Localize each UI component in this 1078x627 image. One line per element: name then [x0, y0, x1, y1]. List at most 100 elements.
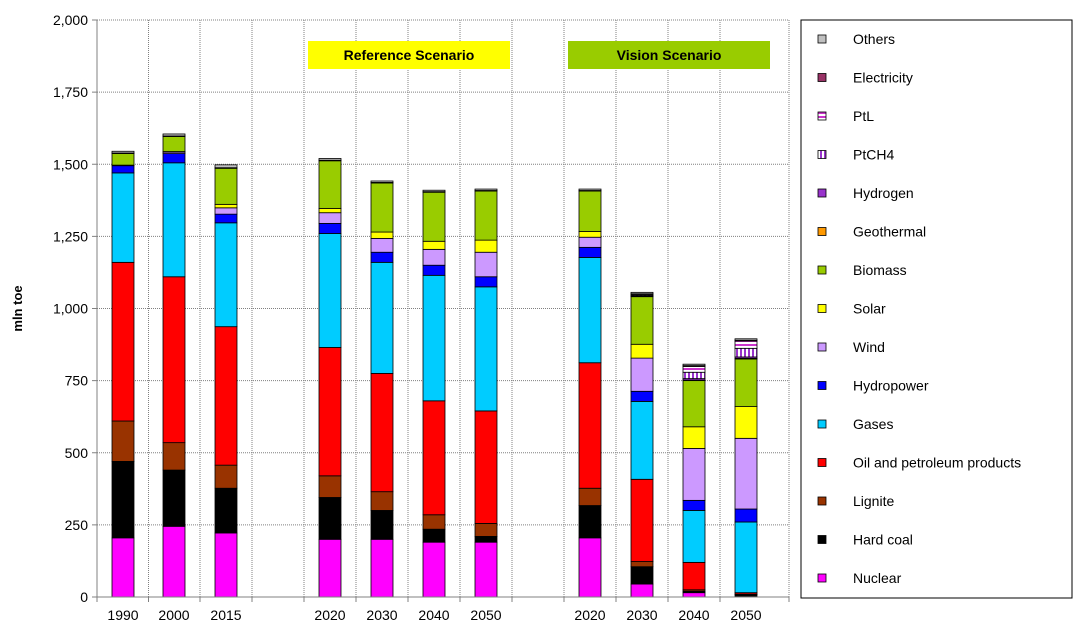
bar-segment-gases [422, 274, 446, 402]
bar-segment-oil-and-petroleum-products [474, 410, 498, 524]
legend-label: Geothermal [853, 224, 926, 240]
bar-segment-nuclear [630, 583, 654, 598]
bar-segment-biomass [370, 182, 394, 233]
bar-segment-wind [318, 212, 342, 224]
legend-swatch [817, 573, 827, 583]
bar-segment-wind [474, 251, 498, 278]
bar-segment-hard-coal [162, 469, 186, 527]
bar-segment-hydropower [318, 222, 342, 234]
legend-label: Gases [853, 416, 893, 432]
bar-segment-others [422, 189, 446, 193]
legend-label: Hydrogen [853, 185, 914, 201]
axis-labels: 0 250 500 750 1,000 1,250 1,500 1,750 2,000 1990 2… [10, 12, 762, 623]
bar-segment-ptl [682, 366, 706, 373]
x-tick-label: 2050 [730, 607, 761, 623]
x-tick-label: 2000 [158, 607, 189, 623]
bar-segment-solar [370, 231, 394, 239]
bar-segment-biomass [578, 190, 602, 232]
x-tick-label: 2050 [470, 607, 501, 623]
bar-segment-biomass [474, 190, 498, 241]
legend-label: Others [853, 31, 895, 47]
bar-segment-lignite [422, 514, 446, 530]
bar-segment-biomass [111, 153, 135, 166]
bar-segment-solar [214, 203, 238, 209]
bar-segment-solar [630, 343, 654, 359]
y-tick-label: 500 [65, 445, 89, 461]
bar-segment-others [318, 158, 342, 161]
bar-segment-wind [578, 236, 602, 248]
bar-segment-gases [162, 162, 186, 278]
bar-segment-gases [370, 261, 394, 374]
bar-segment-lignite [214, 464, 238, 489]
bar-segment-gases [630, 400, 654, 480]
bar-segment-lignite [111, 420, 135, 462]
y-tick-label: 250 [65, 517, 89, 533]
bar-segment-nuclear [422, 541, 446, 598]
bar-segment-nuclear [162, 525, 186, 598]
bar-segment-solar [474, 239, 498, 253]
bar-segment-hydropower [734, 508, 758, 523]
bar-segment-solar [318, 207, 342, 214]
bar-segment-gases [318, 233, 342, 348]
bar-segment-oil-and-petroleum-products [162, 276, 186, 444]
bar-segment-lignite [370, 491, 394, 511]
legend-swatch [817, 342, 827, 352]
legend-label: Nuclear [853, 570, 902, 586]
legend-swatch [817, 381, 827, 390]
bar-segment-others [111, 150, 135, 154]
bar-segment-solar [734, 406, 758, 439]
x-tick-label: 2015 [210, 607, 241, 623]
x-tick-label: 2030 [626, 607, 657, 623]
plot-area: Reference Scenario Vision Scenario [92, 19, 790, 602]
legend-label: Wind [853, 339, 885, 355]
bar-segment-biomass [734, 358, 758, 407]
x-tick-label: 2020 [314, 607, 345, 623]
legend-label: PtL [853, 108, 874, 124]
bar-segment-biomass [682, 380, 706, 428]
bar-segment-biomass [318, 160, 342, 209]
legend-swatch [817, 73, 827, 82]
bar-segment-others [682, 363, 706, 367]
legend-swatch [817, 111, 827, 121]
legend-label: PtCH4 [853, 147, 894, 163]
legend-label: Electricity [853, 70, 913, 86]
bar-segment-nuclear [370, 538, 394, 598]
legend-swatch [817, 304, 827, 313]
bar-segment-ptch4 [682, 371, 706, 380]
legend-swatch [817, 458, 827, 467]
bar-segment-hard-coal [111, 461, 135, 539]
legend-swatch [817, 34, 827, 44]
bar-segment-wind [422, 248, 446, 266]
bar-segment-wind [370, 237, 394, 253]
legend-swatch [817, 265, 827, 275]
legend-swatch [817, 150, 827, 159]
bar-segment-others [474, 188, 498, 191]
legend-swatch [817, 227, 827, 236]
scenario-label: Vision Scenario [617, 47, 722, 63]
scenario-label-box [568, 41, 770, 69]
bar-segment-others [578, 188, 602, 191]
bar-segment-lignite [474, 523, 498, 537]
legend-label: Oil and petroleum products [853, 455, 1021, 471]
y-axis-title: mln toe [10, 285, 25, 331]
bar-segment-oil-and-petroleum-products [422, 400, 446, 516]
bar-segment-ptl [734, 340, 758, 349]
x-tick-label: 2020 [574, 607, 605, 623]
bar-segment-oil-and-petroleum-products [370, 373, 394, 493]
bar-segment-hydropower [111, 165, 135, 174]
bar-segment-solar [682, 426, 706, 449]
x-tick-label: 1990 [107, 607, 138, 623]
bar-segment-gases [111, 172, 135, 263]
bar-segment-ptch4 [734, 347, 758, 358]
legend-box [800, 19, 1073, 599]
legend-label: Hard coal [853, 532, 913, 548]
bar-segment-wind [630, 357, 654, 392]
y-tick-label: 1,750 [53, 84, 88, 100]
bar-segment-nuclear [682, 592, 706, 598]
bar-segment-solar [578, 231, 602, 238]
bar-segment-gases [578, 257, 602, 364]
legend-swatch [817, 496, 827, 506]
bar-segment-others [370, 180, 394, 183]
bar-segment-wind [682, 448, 706, 501]
legend-swatch [817, 419, 827, 429]
